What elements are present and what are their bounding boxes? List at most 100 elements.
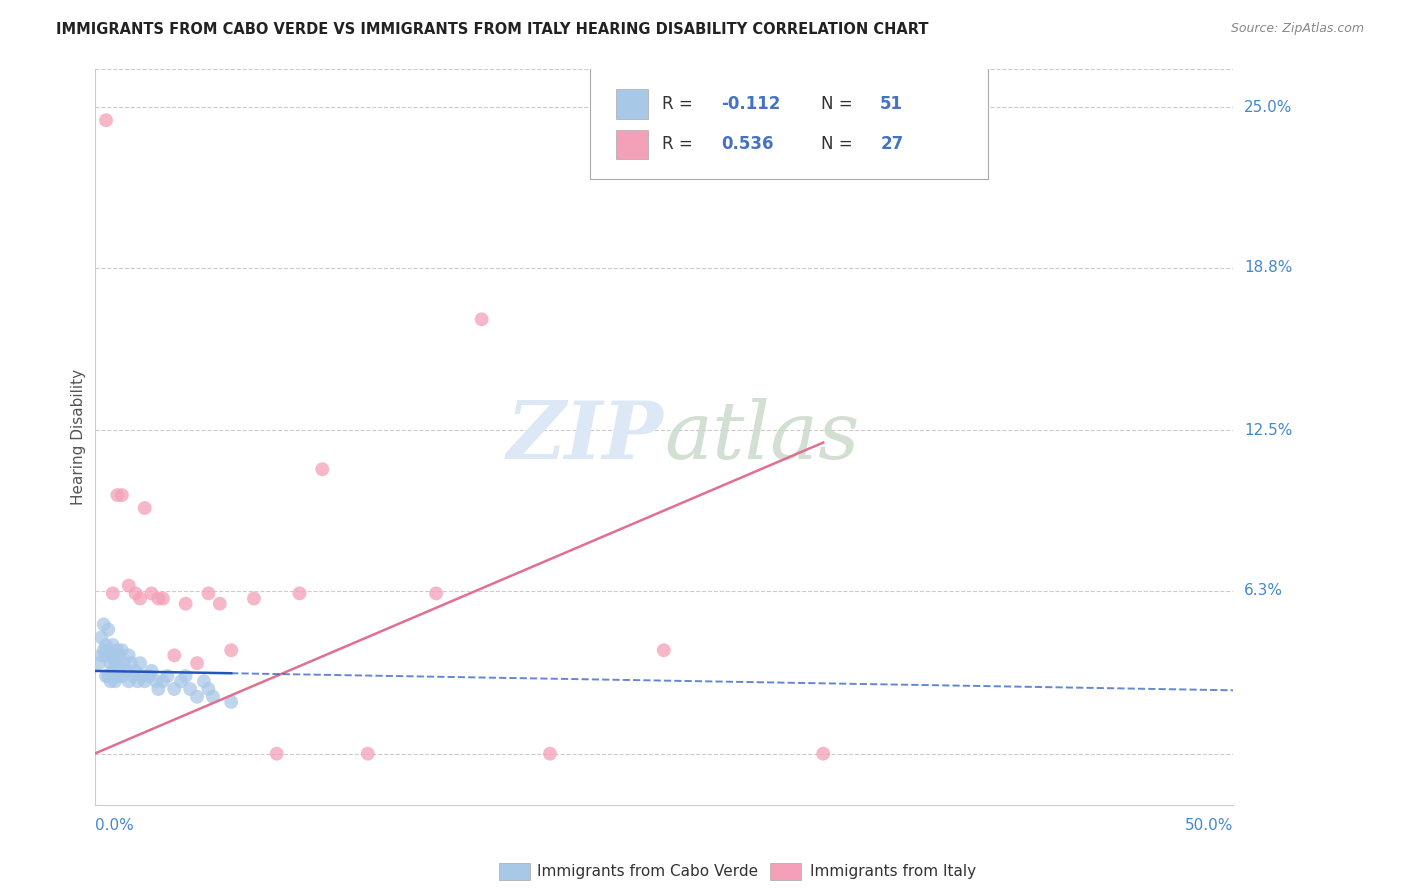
Text: 0.0%: 0.0% [94, 818, 134, 833]
Point [174, 597, 197, 611]
Point [152, 591, 174, 606]
Point [105, 669, 128, 683]
Point [118, 578, 141, 592]
Point [104, 656, 127, 670]
Text: 25.0%: 25.0% [1244, 100, 1292, 115]
Text: IMMIGRANTS FROM CABO VERDE VS IMMIGRANTS FROM ITALY HEARING DISABILITY CORRELATI: IMMIGRANTS FROM CABO VERDE VS IMMIGRANTS… [56, 22, 929, 37]
FancyBboxPatch shape [616, 129, 648, 159]
Point [208, 597, 231, 611]
Text: 50.0%: 50.0% [1185, 818, 1233, 833]
Point [197, 586, 219, 600]
Point [266, 747, 288, 761]
Point [111, 643, 134, 657]
Point [129, 656, 152, 670]
Point [243, 591, 266, 606]
Point [124, 664, 146, 678]
Point [163, 681, 186, 696]
Text: Immigrants from Cabo Verde: Immigrants from Cabo Verde [537, 864, 758, 879]
Text: N =: N = [821, 136, 858, 153]
Point [97, 643, 120, 657]
Point [97, 669, 120, 683]
Point [127, 674, 149, 689]
Point [193, 674, 215, 689]
Text: Immigrants from Italy: Immigrants from Italy [810, 864, 976, 879]
Point [101, 586, 124, 600]
Point [101, 638, 124, 652]
Point [148, 591, 170, 606]
Point [108, 664, 131, 678]
Text: R =: R = [662, 95, 697, 113]
Text: 0.536: 0.536 [721, 136, 773, 153]
Point [131, 669, 153, 683]
Point [124, 586, 146, 600]
Point [813, 747, 835, 761]
Point [90, 630, 112, 644]
Point [148, 681, 170, 696]
Point [100, 674, 122, 689]
Text: 27: 27 [880, 136, 904, 153]
Point [93, 617, 115, 632]
Point [93, 643, 115, 657]
Point [129, 591, 152, 606]
Point [120, 656, 142, 670]
Point [201, 690, 224, 704]
Point [311, 462, 333, 476]
Point [104, 674, 127, 689]
Point [138, 669, 160, 683]
Point [111, 669, 134, 683]
Point [425, 586, 447, 600]
Point [219, 695, 242, 709]
Point [141, 664, 163, 678]
Text: Source: ZipAtlas.com: Source: ZipAtlas.com [1230, 22, 1364, 36]
Text: ZIP: ZIP [508, 398, 664, 475]
Text: 51: 51 [880, 95, 903, 113]
Point [134, 674, 156, 689]
Text: 6.3%: 6.3% [1244, 583, 1284, 599]
Y-axis label: Hearing Disability: Hearing Disability [72, 369, 86, 505]
Text: R =: R = [662, 136, 697, 153]
Point [94, 669, 117, 683]
Point [152, 674, 174, 689]
Point [89, 656, 111, 670]
Point [156, 669, 179, 683]
Point [105, 488, 128, 502]
Point [186, 656, 208, 670]
Point [134, 501, 156, 516]
Point [288, 586, 311, 600]
Point [357, 747, 380, 761]
Point [141, 586, 163, 600]
Point [538, 747, 561, 761]
Point [652, 643, 675, 657]
Point [163, 648, 186, 663]
Point [471, 312, 494, 326]
Point [118, 674, 141, 689]
Point [170, 674, 193, 689]
Point [179, 681, 201, 696]
Point [112, 656, 135, 670]
Point [122, 669, 145, 683]
Point [111, 488, 134, 502]
Point [101, 664, 124, 678]
Point [94, 638, 117, 652]
Point [101, 648, 124, 663]
Text: N =: N = [821, 95, 858, 113]
Point [100, 656, 122, 670]
Point [105, 643, 128, 657]
Point [197, 681, 219, 696]
FancyBboxPatch shape [591, 65, 988, 179]
Point [90, 648, 112, 663]
Point [94, 113, 117, 128]
Point [174, 669, 197, 683]
Text: 12.5%: 12.5% [1244, 423, 1292, 438]
Point [94, 648, 117, 663]
Point [186, 690, 208, 704]
Point [108, 648, 131, 663]
FancyBboxPatch shape [616, 89, 648, 119]
Point [105, 656, 128, 670]
Point [145, 674, 167, 689]
Point [219, 643, 242, 657]
Point [97, 623, 120, 637]
Text: -0.112: -0.112 [721, 95, 780, 113]
Text: atlas: atlas [664, 398, 859, 475]
Point [118, 648, 141, 663]
